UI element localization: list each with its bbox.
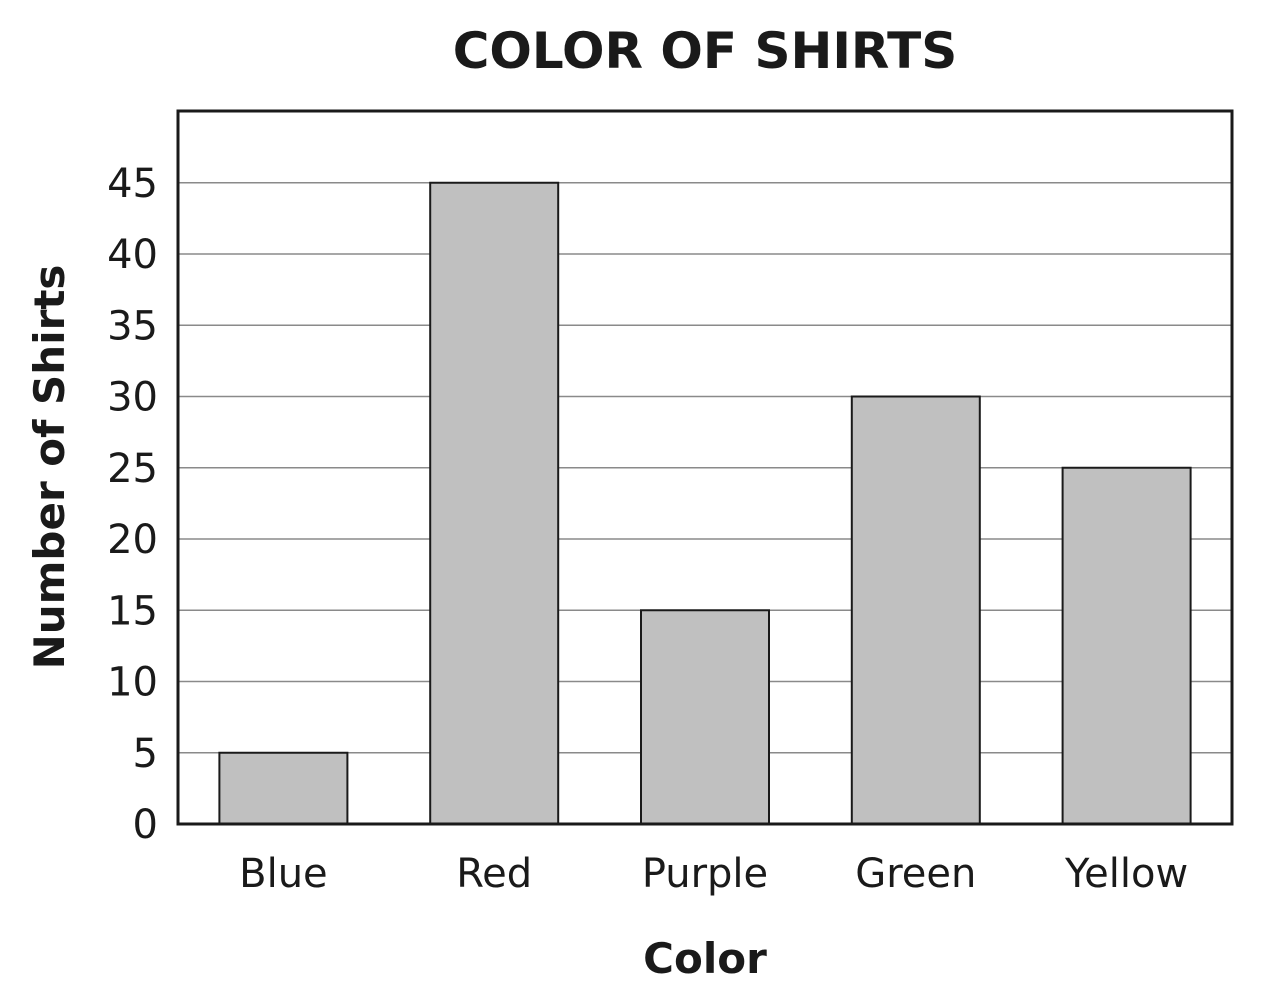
y-tick-label: 35 [107, 303, 158, 349]
bar-yellow [1061, 466, 1192, 825]
gridlines [178, 182, 1232, 754]
x-axis-title: Color [643, 934, 767, 983]
y-tick-label: 40 [107, 232, 158, 278]
y-tick-label: 10 [107, 660, 158, 706]
x-category-label: Yellow [1064, 851, 1188, 897]
y-tick-label: 25 [107, 446, 158, 492]
x-category-label: Purple [642, 851, 768, 897]
y-axis-ticks: 0 5 10 15 20 25 30 35 40 45 [107, 161, 158, 848]
y-tick-label: 5 [133, 731, 158, 777]
x-axis-categories: Blue Red Purple Green Yellow [239, 851, 1188, 897]
chart-title: COLOR OF SHIRTS [453, 22, 958, 80]
x-category-label: Green [855, 851, 976, 897]
bar-blue [218, 751, 349, 825]
y-axis-title: Number of Shirts [25, 265, 74, 670]
bar-purple [640, 609, 770, 825]
y-tick-label: 30 [107, 375, 158, 421]
plot-area-frame [176, 109, 1234, 826]
bar-red [429, 181, 560, 825]
bar-green [850, 395, 981, 825]
bars [218, 181, 1192, 825]
x-category-label: Red [456, 851, 532, 897]
y-tick-label: 20 [107, 517, 158, 563]
y-tick-label: 15 [107, 588, 158, 634]
y-tick-label: 0 [133, 802, 158, 848]
x-category-label: Blue [239, 851, 328, 897]
y-tick-label: 45 [107, 161, 158, 207]
